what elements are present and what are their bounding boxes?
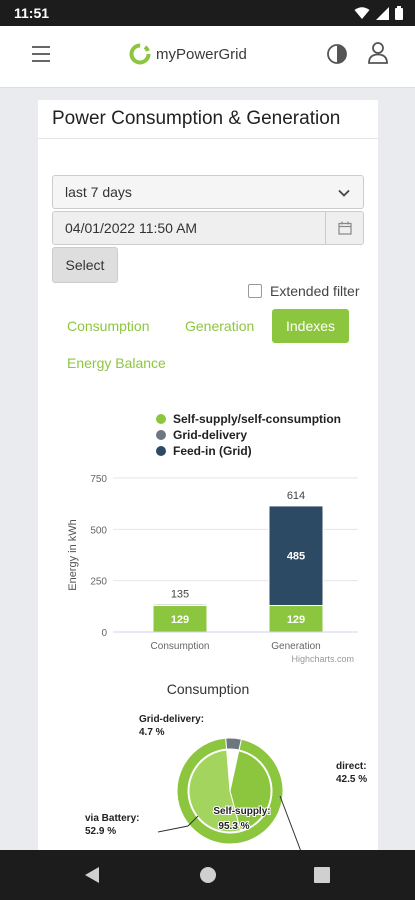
pie-slice-direct[interactable] [229,750,272,832]
tab-consumption[interactable]: Consumption [67,318,150,334]
status-icons [354,6,403,20]
y-tick-label: 250 [90,577,107,588]
period-select[interactable]: last 7 days [52,175,364,209]
stacked-bar-chart: 0 250 500 750 Energy in kWh 129 135 Consumption… [67,474,358,664]
status-bar: 11:51 [0,0,415,26]
logo-text: myPowerGrid [156,45,247,63]
chart-legend: Self-supply/self-consumption Grid-delive… [156,411,341,459]
pie-chart: Grid-delivery: 4.7 % direct: 42.5 % via Batt… [85,714,367,860]
calendar-button[interactable] [325,212,363,244]
logo-ring-icon [129,43,151,65]
bar-segment[interactable] [152,603,208,607]
direct-label: direct: [336,761,367,772]
bar-data-label: 485 [287,551,305,563]
y-tick-label: 0 [101,628,107,639]
legend-item-self-supply[interactable]: Self-supply/self-consumption [156,411,341,427]
status-time: 11:51 [14,5,50,21]
y-tick-label: 750 [90,474,107,485]
chart-credit[interactable]: Highcharts.com [291,654,354,664]
via-battery-value: 52.9 % [85,826,116,837]
consumption-card: Power Consumption & Generation last 7 da… [38,100,378,860]
bar-segment[interactable] [268,505,324,607]
legend-label: Self-supply/self-consumption [173,412,342,426]
legend-item-grid-delivery[interactable]: Grid-delivery [156,427,341,443]
legend-item-feed-in[interactable]: Feed-in (Grid) [156,443,341,459]
card-divider [38,138,378,139]
pie-slice-self-supply[interactable] [176,737,284,845]
date-input[interactable]: 04/01/2022 11:50 AM [52,211,364,245]
bar-total-label: 135 [171,588,189,600]
self-supply-label: Self-supply: [213,806,270,817]
extended-filter-label: Extended filter [270,283,360,299]
x-tick-label: Generation [271,641,320,652]
home-icon[interactable] [199,866,217,884]
bar-total-label: 614 [287,490,305,502]
pie-slice-grid-delivery[interactable] [225,737,242,751]
tab-generation[interactable]: Generation [185,318,255,334]
theme-toggle-icon[interactable] [325,42,349,66]
app-bar: myPowerGrid [0,26,415,88]
back-icon[interactable] [84,866,100,884]
user-icon[interactable] [367,41,389,65]
grid-delivery-label: Grid-delivery: [139,714,204,725]
tab-energy-balance[interactable]: Energy Balance [67,355,166,371]
system-nav-bar [0,850,415,900]
connector-line [157,815,199,833]
pie-slice-via-battery[interactable] [188,749,242,833]
y-axis-label: Energy in kWh [67,519,79,591]
wifi-icon [354,6,370,19]
self-supply-value: 95.3 % [218,821,249,832]
card-title: Power Consumption & Generation [52,108,341,129]
battery-icon [395,6,403,20]
chevron-down-icon [338,189,350,197]
extended-filter-checkbox[interactable] [248,284,262,298]
select-button[interactable]: Select [52,247,118,283]
bar-data-label: 129 [171,614,189,626]
connector-line [279,795,305,860]
via-battery-label: via Battery: [85,813,139,824]
period-select-value: last 7 days [65,184,132,200]
bar-data-label: 129 [287,614,305,626]
grid-delivery-value: 4.7 % [139,727,165,738]
signal-icon [376,6,389,20]
calendar-icon [337,221,352,235]
x-tick-label: Consumption [151,641,210,652]
extended-filter[interactable]: Extended filter [248,283,360,299]
pie-chart-title: Consumption [166,681,250,697]
app-logo[interactable]: myPowerGrid [128,42,247,66]
tab-indexes[interactable]: Indexes [272,309,350,343]
recents-icon[interactable] [314,867,330,883]
menu-icon[interactable] [32,46,50,64]
y-tick-label: 500 [90,525,107,536]
legend-label: Feed-in (Grid) [173,444,252,458]
date-input-value: 04/01/2022 11:50 AM [65,220,198,236]
direct-value: 42.5 % [336,774,367,785]
legend-label: Grid-delivery [173,428,248,442]
